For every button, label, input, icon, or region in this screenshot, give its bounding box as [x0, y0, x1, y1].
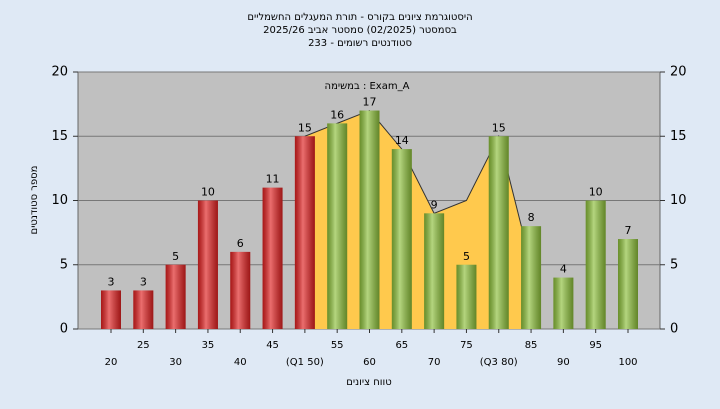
value-label: 10	[589, 186, 603, 199]
x-tick-label: 75	[460, 340, 473, 351]
y2-tick-label: 0	[670, 322, 678, 337]
y-tick-label: 15	[51, 129, 68, 144]
x-tick-label: 100	[618, 357, 637, 368]
title: היסטוגרמת ציונים בקורס - תורת המעגלים הח…	[247, 12, 472, 23]
y-tick-label: 10	[51, 193, 68, 208]
value-label: 8	[528, 211, 535, 224]
bar-shade	[618, 239, 638, 329]
title: בסמסטר (02/2025) סמסטר אביב 2025/26	[263, 25, 457, 36]
bar-shade	[424, 213, 445, 329]
x-tick-label: 20	[105, 357, 118, 368]
y-label: מספר סטודנטים	[29, 166, 40, 235]
bar-shade	[456, 264, 477, 329]
bar-shade	[133, 290, 154, 329]
x-tick-label: 45	[266, 340, 279, 351]
x-tick-label: 60	[363, 357, 376, 368]
bar-shade	[262, 187, 283, 329]
x-tick-label: (Q3 80)	[480, 357, 518, 368]
value-label: 5	[463, 250, 470, 263]
x-tick-label: 95	[589, 340, 602, 351]
value-label: 7	[625, 224, 632, 237]
bar-shade	[165, 264, 186, 329]
x-tick-label: 90	[557, 357, 570, 368]
bar-shade	[488, 136, 509, 329]
value-label: 5	[172, 250, 179, 263]
value-label: 10	[201, 186, 215, 199]
bar-shade	[101, 290, 121, 329]
x-tick-label: 35	[202, 340, 215, 351]
bar-shade	[327, 123, 348, 330]
x-tick-label: (Q1 50)	[286, 357, 324, 368]
value-label: 14	[395, 134, 409, 147]
x-tick-label: 25	[137, 340, 150, 351]
value-label: 15	[492, 121, 506, 134]
annotation: במשימה : Exam_A	[325, 81, 410, 92]
bar-shade	[359, 110, 380, 329]
y2-tick-label: 10	[670, 193, 687, 208]
y-tick-label: 0	[60, 322, 68, 337]
x-tick-label: 65	[395, 340, 408, 351]
y-tick-label: 5	[60, 257, 68, 272]
value-label: 3	[108, 275, 115, 288]
bar-shade	[294, 136, 315, 329]
y2-tick-label: 15	[670, 129, 687, 144]
x-tick-label: 40	[234, 357, 247, 368]
value-label: 9	[431, 198, 438, 211]
value-label: 11	[266, 173, 280, 186]
bar-shade	[230, 251, 251, 329]
value-label: 15	[298, 121, 312, 134]
y-tick-label: 20	[51, 65, 68, 80]
bar-shade	[197, 200, 218, 329]
title: סטודנטים רשומים - 233	[308, 38, 412, 49]
x-tick-label: 85	[525, 340, 538, 351]
y2-tick-label: 20	[670, 65, 687, 80]
value-label: 3	[140, 275, 147, 288]
x-tick-label: 30	[169, 357, 182, 368]
x-tick-label: 55	[331, 340, 344, 351]
bar-shade	[553, 277, 574, 329]
x-tick-label: 70	[428, 357, 441, 368]
y2-tick-label: 5	[670, 257, 678, 272]
value-label: 6	[237, 237, 244, 250]
value-label: 4	[560, 263, 567, 276]
value-label: 16	[330, 108, 344, 121]
x-label: טווח ציונים	[346, 377, 391, 388]
value-label: 17	[363, 96, 377, 109]
bar-shade	[391, 149, 412, 329]
bar-shade	[585, 200, 606, 329]
bar-shade	[521, 226, 542, 329]
